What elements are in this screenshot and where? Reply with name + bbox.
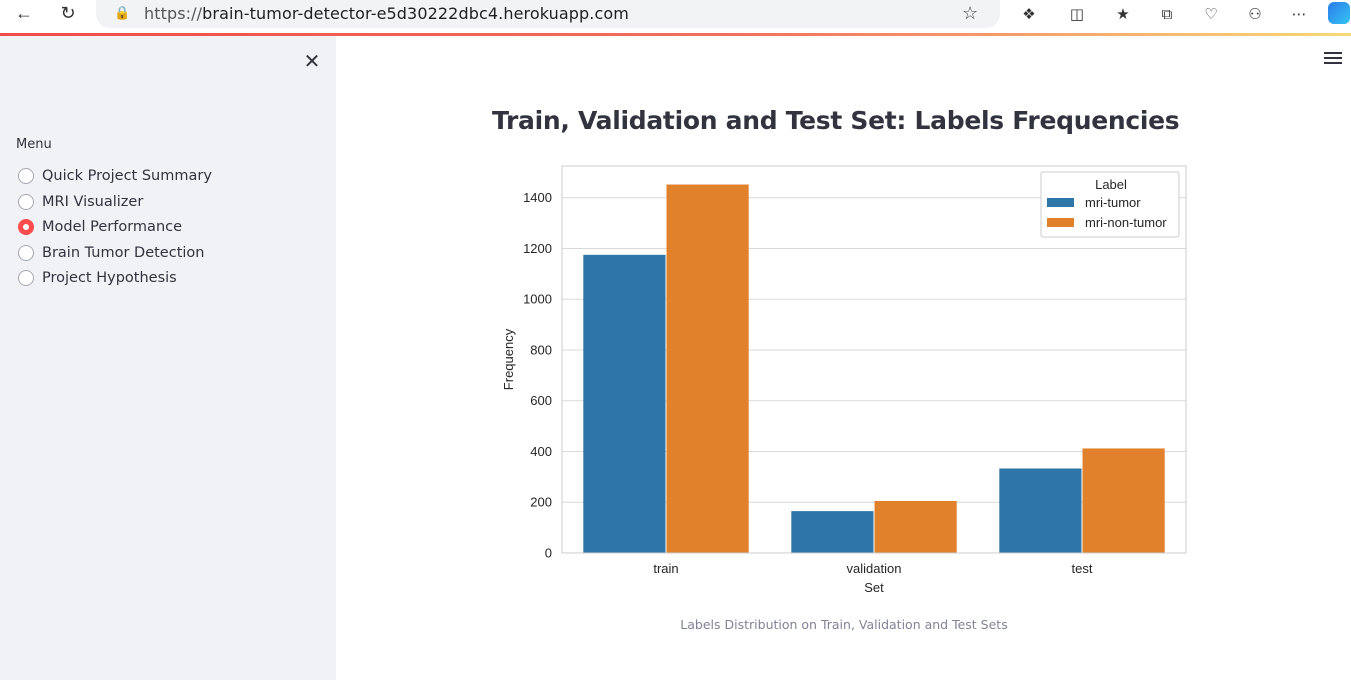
profile-icon[interactable]: ⚇: [1248, 6, 1262, 23]
legend-swatch-mri-tumor: [1047, 198, 1074, 207]
close-sidebar-icon[interactable]: ✕: [303, 50, 321, 73]
menu-option-label: Brain Tumor Detection: [42, 245, 205, 261]
labels-frequency-chart: 0 200 400 600 800 1000 1200 1400 train validation…: [496, 160, 1196, 600]
reload-icon[interactable]: ↻: [60, 2, 76, 23]
main-menu-icon[interactable]: [1324, 52, 1342, 66]
collections-icon[interactable]: ⧉: [1161, 5, 1173, 23]
menu-option-mri-visualizer[interactable]: MRI Visualizer: [18, 191, 143, 213]
menu-option-label: Quick Project Summary: [42, 168, 212, 184]
menu-option-brain-tumor-detection[interactable]: Brain Tumor Detection: [18, 242, 204, 264]
menu-option-model-performance[interactable]: Model Performance: [18, 216, 182, 238]
radio-selected-icon[interactable]: [18, 219, 34, 235]
menu-label: Menu: [16, 137, 52, 152]
bar-mri-non-tumor-test: [1082, 448, 1165, 553]
url-text: https://brain-tumor-detector-e5d30222dbc…: [144, 4, 629, 23]
bar-mri-tumor-test: [999, 468, 1082, 553]
radio-icon[interactable]: [18, 245, 34, 261]
legend-box: [1040, 171, 1180, 238]
radio-icon[interactable]: [18, 194, 34, 210]
copilot-icon[interactable]: [1328, 2, 1350, 24]
y-tick-label: 600: [530, 393, 552, 408]
y-tick-label: 1400: [523, 190, 552, 205]
bar-mri-non-tumor-validation: [874, 500, 957, 553]
more-options-icon[interactable]: ⋯: [1291, 6, 1307, 23]
y-axis-label: Frequency: [501, 328, 516, 390]
x-tick-label: test: [1072, 561, 1093, 576]
browser-essentials-icon[interactable]: ♡: [1204, 6, 1218, 23]
chart-caption: Labels Distribution on Train, Validation…: [680, 617, 1008, 632]
y-tick-label: 0: [545, 546, 552, 561]
x-axis-label: Set: [864, 580, 884, 595]
menu-option-label: Model Performance: [42, 219, 183, 235]
bar-mri-non-tumor-train: [666, 184, 749, 553]
x-tick-label: validation: [847, 561, 902, 576]
lock-icon[interactable]: 🔒: [114, 5, 131, 20]
chart-svg: 0 200 400 600 800 1000 1200 1400 train validation…: [501, 165, 1187, 595]
extensions-icon[interactable]: ❖: [1022, 6, 1036, 23]
y-tick-label: 1000: [523, 292, 552, 307]
legend-swatch-mri-non-tumor: [1047, 218, 1074, 227]
legend-entry-mri-tumor: mri-tumor: [1085, 195, 1141, 210]
favorite-star-icon[interactable]: ☆: [962, 3, 979, 23]
favorites-icon[interactable]: ★: [1116, 6, 1130, 23]
address-bar[interactable]: 🔒 https://brain-tumor-detector-e5d30222d…: [96, 0, 1000, 28]
radio-icon[interactable]: [18, 168, 34, 184]
y-tick-label: 800: [530, 342, 552, 357]
plot-frame: [561, 165, 1187, 554]
menu-option-label: MRI Visualizer: [42, 194, 144, 210]
y-tick-label: 1200: [523, 241, 552, 256]
loading-progress-line: [0, 33, 1351, 36]
back-arrow-icon[interactable]: ←: [15, 2, 33, 23]
legend-entry-mri-non-tumor: mri-non-tumor: [1085, 215, 1167, 230]
browser-toolbar: ← ↻ 🔒 https://brain-tumor-detector-e5d30…: [0, 0, 1351, 34]
menu-option-quick-project-summary[interactable]: Quick Project Summary: [18, 165, 212, 187]
page-title: Train, Validation and Test Set: Labels F…: [492, 106, 1180, 135]
menu-option-project-hypothesis[interactable]: Project Hypothesis: [18, 267, 177, 289]
split-screen-icon[interactable]: ◫: [1069, 6, 1085, 23]
y-tick-label: 200: [530, 495, 552, 510]
x-tick-label: train: [653, 561, 678, 576]
radio-icon[interactable]: [18, 270, 34, 286]
url-host: brain-tumor-detector-e5d30222dbc4.heroku…: [202, 4, 629, 23]
legend-title: Label: [1095, 177, 1127, 192]
bar-mri-tumor-validation: [791, 511, 874, 553]
sidebar: ✕ Menu Quick Project Summary MRI Visuali…: [0, 36, 336, 680]
y-tick-label: 400: [530, 444, 552, 459]
url-protocol: https://: [144, 4, 203, 23]
menu-option-label: Project Hypothesis: [42, 270, 177, 286]
bar-mri-tumor-train: [583, 254, 666, 553]
